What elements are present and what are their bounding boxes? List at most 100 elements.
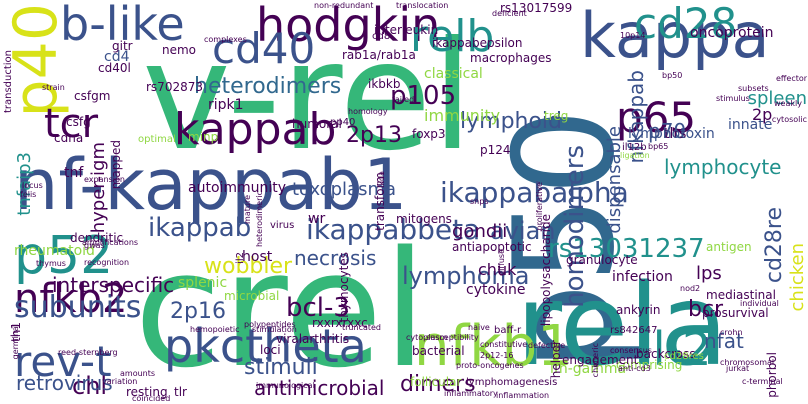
- word-2p12-16: 2p12-16: [480, 351, 514, 360]
- word-immunity: immunity: [424, 106, 501, 125]
- word-antigen: antigen: [706, 240, 752, 254]
- word-prosurvival: prosurvival: [702, 306, 769, 320]
- word-bp50: bp50: [662, 71, 683, 80]
- word-granulocyte: granulocyte: [566, 253, 638, 267]
- word-thymus: thymus: [36, 259, 66, 268]
- word-nfkb2: nfkb2: [14, 276, 128, 322]
- word-classical: classical: [424, 66, 483, 82]
- word-kappa: kappa: [580, 0, 770, 72]
- word-cd40: cd40: [212, 24, 316, 73]
- word-proliferative: proliferative: [535, 182, 544, 231]
- word-csfgm: csfgm: [74, 89, 111, 103]
- word-amplifications: amplifications: [82, 238, 139, 247]
- word-treg: treg: [544, 109, 569, 123]
- word-failed: failed: [392, 95, 415, 104]
- word-cytokine: cytokine: [466, 282, 526, 298]
- word-innate: innate: [728, 117, 773, 133]
- word-polypeptides: polypeptides: [244, 320, 296, 329]
- word-bp65: bp65: [648, 142, 669, 151]
- word-il12b: il12b: [622, 142, 647, 153]
- word-engagement: engagement: [562, 353, 639, 367]
- word-effector: effector: [776, 74, 808, 83]
- word-heterodimers: heterodimers: [194, 74, 342, 99]
- word-ankyrin: ankyrin: [616, 303, 661, 317]
- word-defective: defective: [528, 341, 566, 350]
- word-hyper-igm: hyper-igm: [88, 142, 109, 234]
- word-chromosomal: chromosomal: [720, 358, 775, 367]
- word-nfkb1: nfkb1: [414, 314, 573, 379]
- word-non-redundant: non-redundant: [314, 1, 374, 10]
- word-mitogens: mitogens: [396, 212, 452, 226]
- word-lipopolysaccharide: lipopolysaccharide: [539, 214, 553, 327]
- word-thymocytes: thymocytes: [337, 252, 351, 323]
- word-baff-r: baff-r: [494, 325, 522, 336]
- word-crohn: crohn: [720, 328, 743, 337]
- word-consensus: consensus: [610, 346, 652, 355]
- word-chuk: chuk: [478, 260, 517, 279]
- word-jurkat: jurkat: [726, 364, 750, 373]
- word-infection: infection: [612, 269, 673, 285]
- word-truncated: truncated: [342, 323, 382, 332]
- word-interleukin: interleukin: [374, 23, 439, 37]
- word-antimicrobial: antimicrobial: [254, 376, 385, 400]
- word-ripk1: ripk1: [208, 97, 244, 113]
- word-lps: lps: [696, 263, 722, 284]
- word-deficient: deficient: [492, 9, 527, 18]
- word-variation: variation: [102, 377, 138, 386]
- word-interspecific: interspecific: [52, 273, 175, 297]
- word-cd4: cd4: [104, 49, 130, 65]
- word-follicular: follicular: [410, 375, 462, 389]
- word-nemo: nemo: [162, 43, 197, 57]
- word-autoimmunity: autoimmunity: [188, 180, 287, 196]
- word-locus: locus: [22, 181, 43, 190]
- word-subsets: subsets: [738, 84, 769, 93]
- word-foxp3: foxp3: [412, 127, 446, 141]
- word-gondii: gondii: [452, 221, 508, 242]
- word-lymphomagenesis: lymphomagenesis: [466, 377, 558, 388]
- word-individual: individual: [740, 299, 779, 308]
- word-ikappabbeta: ikappabbeta: [306, 213, 481, 246]
- word-immunological: immunological: [256, 381, 315, 390]
- word-rheumatoid: rheumatoid: [14, 243, 95, 259]
- word-cd28re: cd28re: [762, 207, 787, 284]
- word-lymphoid: lymphoid: [460, 109, 563, 134]
- word-ligation: ligation: [620, 151, 650, 160]
- word-spleen: spleen: [747, 88, 807, 109]
- word-wr: wr: [308, 211, 326, 227]
- word-csfg: csfg: [66, 115, 91, 129]
- word-2p: 2p: [752, 105, 773, 124]
- word-relb: relb: [410, 11, 495, 62]
- word-toxoplasma: toxoplasma: [292, 179, 397, 200]
- word-macrophages: macrophages: [470, 51, 552, 65]
- word-hodgkin: hodgkin: [256, 0, 441, 52]
- word-crel: crel: [134, 216, 428, 403]
- word-mediastinal: mediastinal: [706, 288, 776, 302]
- word-translocation: translocation: [396, 1, 449, 10]
- word-rxxrxrxxc: rxxrxrxxc: [312, 316, 368, 330]
- word-b-like: b-like: [60, 0, 185, 51]
- word-weakly: weakly: [774, 99, 802, 108]
- word-p124: p124: [480, 143, 511, 157]
- word-kda: kda: [377, 171, 386, 186]
- word-p105: p105: [390, 81, 457, 111]
- word-arthritis: arthritis: [302, 332, 350, 346]
- word-c-terminal: c-terminal: [742, 377, 783, 386]
- word-lymphotoxin: lymphotoxin: [628, 126, 715, 142]
- word-coincided: coincided: [132, 394, 171, 403]
- word-chimeric: chimeric: [591, 343, 600, 378]
- word-naive: naive: [468, 323, 490, 332]
- word-optimal: optimal: [138, 134, 176, 145]
- word-recognition: recognition: [84, 258, 130, 267]
- word-bacterial: bacterial: [412, 344, 465, 358]
- word-rab1a-rab1a: rab1a/rab1a: [342, 48, 416, 62]
- word-rela: rela: [516, 261, 729, 391]
- word-humoral: humoral: [292, 117, 342, 131]
- word-ikbkb: ikbkb: [368, 77, 401, 91]
- word-wobbler: wobbler: [204, 254, 293, 279]
- word-bcr: bcr: [688, 297, 724, 322]
- word-snps: snps: [470, 197, 489, 206]
- word-stimulus: stimulus: [716, 94, 750, 103]
- word-nfat: nfat: [704, 329, 744, 353]
- word-antiapoptotic: antiapoptotic: [452, 240, 532, 254]
- word-reed-sternberg: reed-sternberg: [58, 348, 118, 357]
